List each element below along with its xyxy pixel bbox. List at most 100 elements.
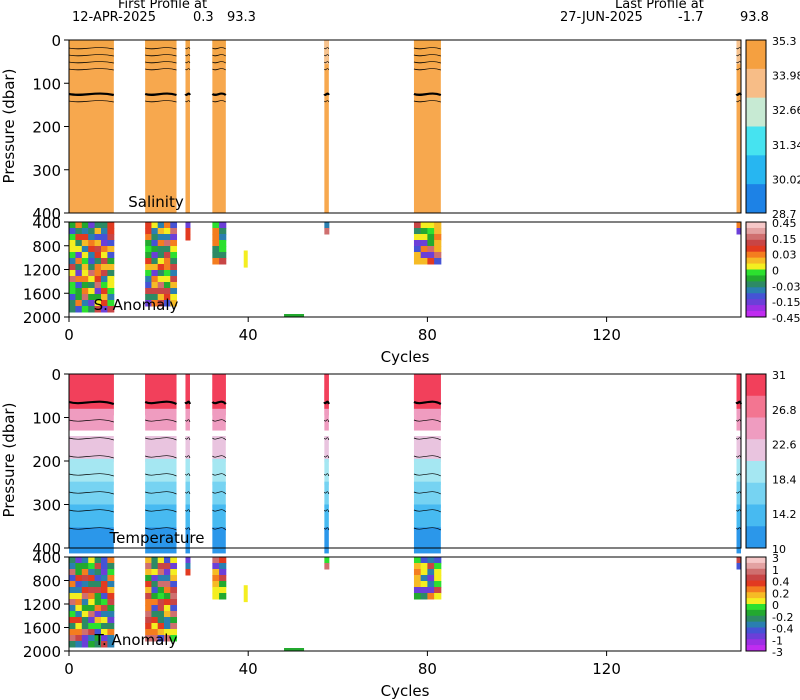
anomaly-cell xyxy=(420,587,428,594)
anomaly-cell xyxy=(736,228,742,235)
anomaly-cell xyxy=(157,234,165,241)
salinity-anomaly-colorbar-swatch xyxy=(746,233,766,241)
anomaly-cell xyxy=(434,557,442,564)
anomaly-cell xyxy=(101,629,108,636)
anomaly-cell xyxy=(107,641,115,648)
first-profile-title: First Profile at xyxy=(118,0,208,12)
salinity-column xyxy=(413,40,441,213)
temperature-contour xyxy=(413,400,442,405)
temperature-band xyxy=(212,481,226,508)
anomaly-cell xyxy=(170,240,178,247)
salinity-contour xyxy=(324,61,330,64)
anomaly-cell xyxy=(69,252,76,259)
temperature-contour xyxy=(68,491,114,495)
temperature-mixed-layer xyxy=(736,374,741,409)
anomaly-cell xyxy=(145,611,152,618)
salinity-anomaly-colorbar-swatch xyxy=(746,299,766,306)
salinity-xlabel: Cycles xyxy=(381,348,430,366)
anomaly-cell xyxy=(88,605,96,612)
temperature-band xyxy=(324,435,329,463)
anomaly-cell xyxy=(420,228,428,235)
anomaly-cell xyxy=(736,222,742,229)
salinity-contour xyxy=(145,54,177,57)
anomaly-cell xyxy=(212,569,220,576)
anomaly-cell xyxy=(69,593,76,600)
anomaly-cell xyxy=(94,617,102,624)
temperature-band xyxy=(185,458,190,485)
anomaly-cell xyxy=(69,641,76,648)
anomaly-cell xyxy=(88,264,96,271)
salinity-contour xyxy=(184,92,191,96)
anomaly-cell xyxy=(107,569,115,576)
anomaly-cell xyxy=(75,234,83,241)
anomaly-cell xyxy=(81,306,89,313)
anomaly-cell xyxy=(101,258,108,265)
temperature-contour xyxy=(185,491,191,495)
anomaly-cell xyxy=(151,270,159,277)
temperature-band xyxy=(324,481,329,508)
temperature-contour xyxy=(212,509,227,513)
anomaly-cell xyxy=(101,264,108,271)
anomaly-cell xyxy=(163,246,171,253)
temperature-contour xyxy=(324,455,330,459)
salinity-contour xyxy=(145,47,177,50)
anomaly-cell xyxy=(75,228,83,235)
anomaly-cell xyxy=(243,250,248,268)
temperature-anomaly-colorbar-label: 0 xyxy=(772,599,779,612)
anomaly-cell xyxy=(151,276,159,283)
anomaly-cell xyxy=(163,587,171,594)
anomaly-cell xyxy=(75,635,83,642)
anomaly-cell xyxy=(94,300,102,307)
anomaly-cell xyxy=(212,228,220,235)
anomaly-cell xyxy=(145,252,152,259)
temperature-contour xyxy=(185,437,191,441)
anomaly-cell xyxy=(157,581,165,588)
anomaly-cell xyxy=(151,563,159,570)
first-profile-lat: 0.3 xyxy=(193,10,214,25)
temperature-contour xyxy=(413,437,442,441)
salinity-contour xyxy=(324,54,330,57)
temperature-contour xyxy=(211,400,227,405)
anomaly-cell xyxy=(185,234,191,241)
salinity-contour xyxy=(68,92,115,97)
first-profile-date: 12-APR-2025 xyxy=(72,10,156,25)
anomaly-cell xyxy=(170,300,178,307)
anomaly-cell xyxy=(69,629,76,636)
temperature-anomaly-colorbar-swatch xyxy=(746,557,766,564)
anomaly-cell xyxy=(69,569,76,576)
anomaly-cell xyxy=(163,234,171,241)
anomaly-cell xyxy=(434,581,442,588)
anomaly-cell xyxy=(69,581,76,588)
anomaly-cell xyxy=(427,593,435,600)
salinity-colorbar-label: 32.66 xyxy=(772,104,800,117)
anomaly-cell xyxy=(88,575,96,582)
anomaly-cell xyxy=(151,240,159,247)
anomaly-cell xyxy=(170,276,178,283)
anomaly-cell xyxy=(94,599,102,606)
salinity-ylabel: Pressure (dbar) xyxy=(0,69,18,184)
anomaly-cell xyxy=(94,575,102,582)
temperature-anomaly-colorbar-swatch xyxy=(746,598,766,605)
salinity-colorbar-swatch xyxy=(746,184,766,214)
anomaly-cell xyxy=(69,246,76,253)
anomaly-cell xyxy=(219,575,227,582)
temperature-colorbar-swatch xyxy=(746,526,766,549)
temperature-contour xyxy=(185,473,191,477)
anomaly-cell xyxy=(151,587,159,594)
temperature-band xyxy=(145,435,177,463)
anomaly-cell xyxy=(75,575,83,582)
anomaly-cell xyxy=(427,228,435,235)
anomaly-cell xyxy=(151,635,159,642)
salinity-anomaly-colorbar-label: 0.45 xyxy=(772,217,797,230)
temperature-contour xyxy=(212,437,227,441)
anomaly-cell xyxy=(170,629,178,636)
anomaly-cell xyxy=(88,270,96,277)
salinity_anomaly-panel xyxy=(69,222,742,317)
anomaly-cell xyxy=(107,246,115,253)
anomaly-cell xyxy=(75,563,83,570)
temperature-band xyxy=(413,527,441,554)
temperature-contour xyxy=(144,400,177,406)
anomaly-cell xyxy=(145,605,152,612)
salinity-colorbar-label: 30.02 xyxy=(772,173,800,186)
anomaly-cell xyxy=(107,288,115,295)
